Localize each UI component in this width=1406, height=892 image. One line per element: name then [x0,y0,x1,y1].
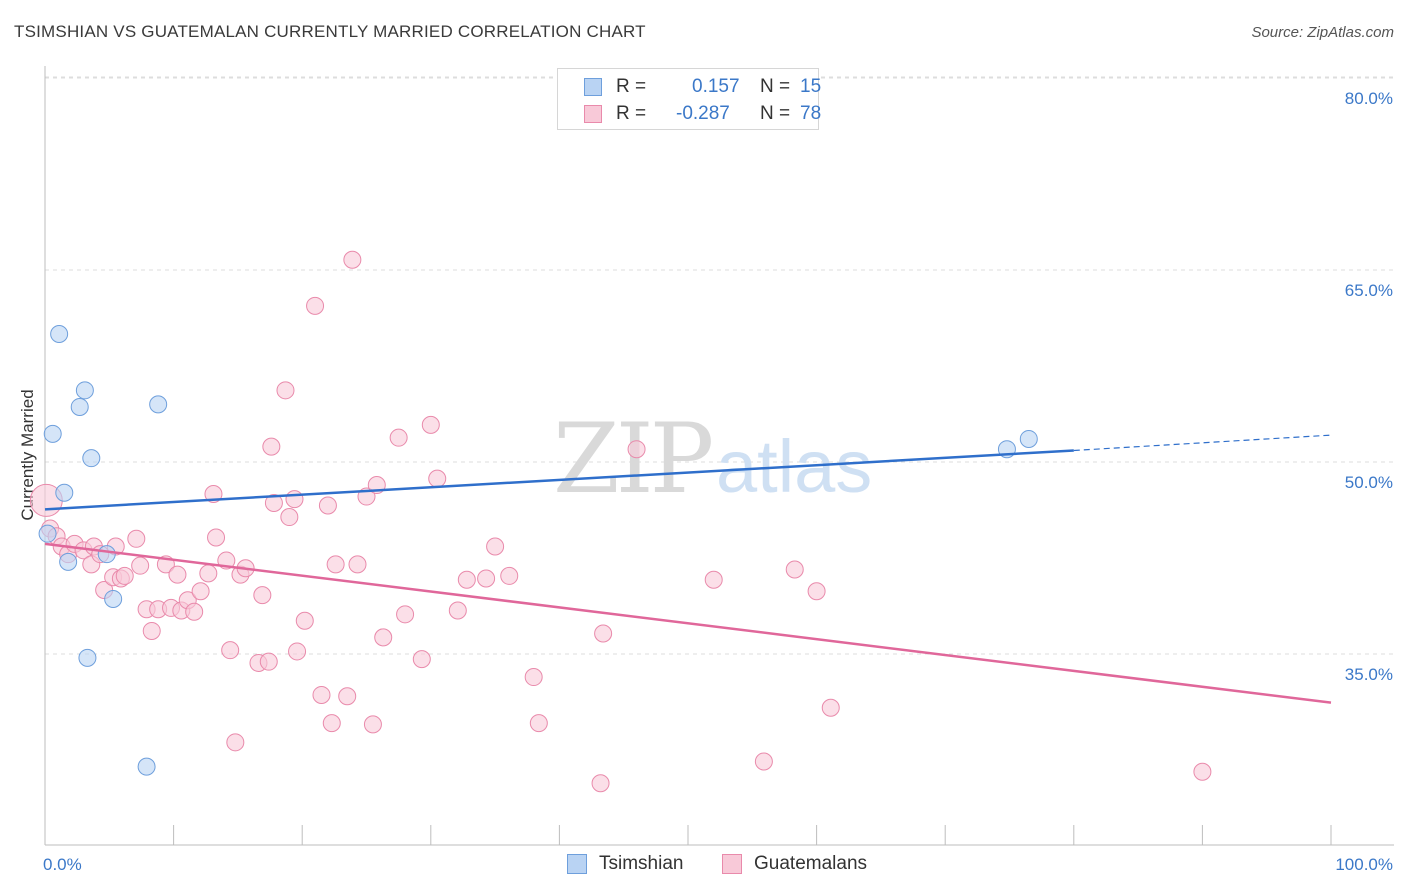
guatemalan-point [374,628,393,647]
legend-r-value: 0.157 [692,76,740,97]
guatemalan-point [264,493,283,512]
guatemalan-point [363,715,382,734]
guatemalan-point [276,381,295,400]
guatemalan-point [185,602,204,621]
y-tick-label: 80.0% [1345,89,1393,108]
tsimshian-point [43,424,62,443]
guatemalan-point [253,586,272,605]
y-tick-label: 65.0% [1345,281,1393,300]
tsimshian-point [78,648,97,667]
tsimshian-point [137,757,156,776]
tsimshian-trend-line [44,449,1074,511]
guatemalan-point [428,469,447,488]
tsimshian-point [1019,429,1038,448]
guatemalan-point [199,564,218,583]
tsimshian-point [82,449,101,468]
guatemalan-point [168,565,187,584]
tsimshian-legend-label: Tsimshian [599,853,684,874]
guatemalan-point [591,774,610,793]
guatemalan-point [524,668,543,687]
legend-n-value: 15 [800,76,822,97]
legend-r-value: -0.287 [676,103,730,124]
guatemalan-point [754,752,773,771]
legend-r-label: R = [616,76,647,97]
y-tick-label: 50.0% [1345,473,1393,492]
legend-n-label: N = [760,103,791,124]
guatemalan-point [343,250,362,269]
guatemalan-point [226,733,245,752]
guatemalan-point [821,698,840,717]
tsimshian-point [70,397,89,416]
guatemalan-point [259,652,278,671]
y-axis-label: Currently Married [18,389,37,520]
guatemalan-point [486,537,505,556]
guatemalan-point [318,496,337,515]
guatemalan-point [322,714,341,733]
guatemalan-point [785,560,804,579]
tsimshian-point [38,524,57,543]
tsimshian-legend-swatch [567,854,587,874]
guatemalan-point [280,508,299,527]
tsimshian-point [104,589,123,608]
guatemalan-point [207,528,226,547]
guatemalan-point [115,566,134,585]
watermark-zip: ZIP [553,403,712,515]
guatemalan-point [221,641,240,660]
guatemalan-point [348,555,367,574]
legend-n-label: N = [760,76,791,97]
tsimshian-point [75,381,94,400]
x-tick-label-max: 100.0% [1335,855,1393,874]
guatemalan-point [704,570,723,589]
guatemalans-legend-swatch [722,854,742,874]
guatemalan-point [412,650,431,669]
guatemalan-point [127,529,146,548]
guatemalan-point [594,624,613,643]
tsimshian-point [55,483,74,502]
guatemalan-point [262,437,281,456]
x-tick-label-min: 0.0% [43,855,82,874]
guatemalan-point [142,621,161,640]
y-tick-label: 35.0% [1345,665,1393,684]
guatemalan-point [288,642,307,661]
guatemalan-point [457,570,476,589]
guatemalan-point [285,490,304,509]
guatemalan-point [529,714,548,733]
guatemalan-point [131,556,150,575]
chart-source: Source: ZipAtlas.com [1251,24,1394,41]
guatemalan-point [295,611,314,630]
guatemalan-point [191,582,210,601]
tsimshian-point [97,545,116,564]
tsimshian-point [50,325,69,343]
tsimshian-point [59,552,78,571]
guatemalan-point [627,440,646,459]
guatemalan-point [338,687,357,706]
guatemalan-point [396,605,415,624]
correlation-legend: R = 0.157 N = 15 R = -0.287 N = 78 [557,68,822,130]
guatemalan-point [807,582,826,601]
guatemalan-point [306,296,325,315]
guatemalan-point [448,601,467,620]
guatemalans-swatch [584,105,602,123]
chart-title: TSIMSHIAN VS GUATEMALAN CURRENTLY MARRIE… [14,22,646,41]
guatemalan-point [477,569,496,588]
guatemalan-point [421,415,440,434]
tsimshian-trend-extension [1073,434,1332,452]
guatemalan-point [326,555,345,574]
guatemalan-trend-line [44,542,1332,704]
legend-n-value: 78 [800,103,822,124]
guatemalan-point [500,566,519,585]
tsimshian-point [149,395,168,414]
guatemalan-point [312,685,331,704]
guatemalans-legend-label: Guatemalans [754,853,868,874]
guatemalan-point [1193,762,1212,781]
legend-r-label: R = [616,103,647,124]
tsimshian-swatch [584,78,602,96]
guatemalan-point [389,428,408,447]
